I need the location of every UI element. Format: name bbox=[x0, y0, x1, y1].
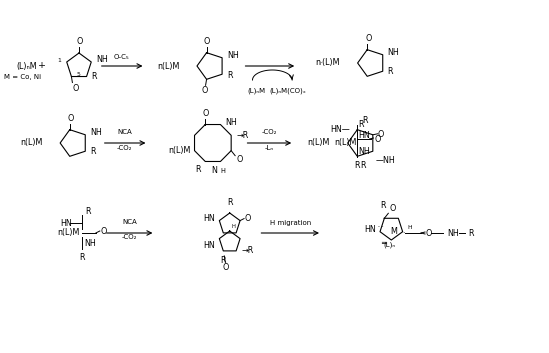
Text: (L)ₙM: (L)ₙM bbox=[248, 87, 266, 94]
Text: O: O bbox=[222, 263, 228, 272]
Text: HN: HN bbox=[204, 214, 215, 223]
Text: - -: - - bbox=[378, 225, 383, 229]
Text: n(L)M: n(L)M bbox=[157, 61, 179, 71]
Text: R: R bbox=[90, 147, 96, 156]
Text: HN—: HN— bbox=[330, 125, 350, 133]
Text: R: R bbox=[358, 120, 363, 129]
Text: O: O bbox=[374, 134, 381, 144]
Text: HN: HN bbox=[60, 219, 72, 227]
Text: n(L)M: n(L)M bbox=[20, 138, 42, 148]
Text: NH: NH bbox=[96, 55, 108, 65]
Text: -Lₙ: -Lₙ bbox=[265, 145, 274, 151]
Text: R: R bbox=[380, 201, 386, 210]
Text: R: R bbox=[360, 161, 366, 170]
Text: O: O bbox=[68, 114, 74, 123]
Text: R: R bbox=[469, 228, 474, 238]
Text: N: N bbox=[211, 167, 217, 175]
Text: O: O bbox=[244, 214, 250, 223]
Text: R: R bbox=[195, 166, 200, 174]
Text: -CO₂: -CO₂ bbox=[262, 129, 277, 135]
Text: R: R bbox=[220, 256, 225, 265]
Text: R: R bbox=[79, 253, 85, 262]
Text: R: R bbox=[85, 207, 91, 216]
Text: H: H bbox=[220, 168, 225, 174]
Text: +: + bbox=[38, 61, 46, 71]
Text: ═: ═ bbox=[382, 239, 386, 247]
Text: n(L)M: n(L)M bbox=[58, 228, 80, 238]
Text: nᵣ(L)M: nᵣ(L)M bbox=[315, 59, 340, 67]
Text: NH: NH bbox=[388, 48, 400, 57]
Text: NCA: NCA bbox=[117, 129, 132, 135]
Text: NH: NH bbox=[84, 239, 96, 247]
Text: O: O bbox=[378, 130, 384, 139]
Text: →R: →R bbox=[236, 131, 248, 140]
Text: NCA: NCA bbox=[122, 219, 137, 225]
Text: 1: 1 bbox=[57, 59, 61, 64]
Text: M: M bbox=[390, 227, 397, 237]
Text: O: O bbox=[425, 228, 432, 238]
Text: NH: NH bbox=[90, 128, 102, 137]
Text: R: R bbox=[227, 71, 233, 80]
Text: O: O bbox=[389, 204, 396, 213]
Text: O: O bbox=[202, 108, 209, 118]
Text: H: H bbox=[407, 225, 411, 230]
Text: NH: NH bbox=[358, 146, 371, 156]
Text: R: R bbox=[354, 161, 360, 170]
Text: (L)ₙM(CO)ₓ: (L)ₙM(CO)ₓ bbox=[270, 87, 307, 94]
Text: O: O bbox=[365, 34, 371, 43]
Text: H migration: H migration bbox=[270, 220, 311, 226]
Text: NH: NH bbox=[226, 118, 237, 127]
Text: n(L)M: n(L)M bbox=[168, 146, 191, 155]
Text: n(L)M: n(L)M bbox=[334, 138, 357, 148]
Text: →R: →R bbox=[241, 246, 253, 256]
Text: R: R bbox=[362, 116, 368, 125]
Text: NH: NH bbox=[447, 228, 458, 238]
Text: NH: NH bbox=[227, 51, 239, 60]
Text: O: O bbox=[201, 86, 208, 95]
Text: R: R bbox=[227, 198, 232, 207]
Text: O: O bbox=[72, 84, 79, 92]
Text: n(L)M: n(L)M bbox=[307, 138, 330, 148]
Text: H: H bbox=[232, 225, 236, 229]
Text: O-C₅: O-C₅ bbox=[114, 54, 130, 60]
Text: 5: 5 bbox=[76, 72, 80, 77]
Text: -CO₂: -CO₂ bbox=[122, 234, 137, 240]
Text: (L)ₙ: (L)ₙ bbox=[383, 242, 395, 249]
Text: R: R bbox=[388, 67, 393, 76]
Text: O: O bbox=[203, 37, 210, 46]
Text: O: O bbox=[77, 37, 83, 46]
Text: O: O bbox=[236, 155, 243, 164]
Text: HN: HN bbox=[358, 131, 371, 139]
Text: -CO₂: -CO₂ bbox=[117, 145, 132, 151]
Text: M = Co, Ni: M = Co, Ni bbox=[4, 74, 41, 80]
Text: O: O bbox=[101, 227, 107, 235]
Text: HN: HN bbox=[204, 241, 215, 250]
Text: HN: HN bbox=[365, 225, 376, 234]
Text: —NH: —NH bbox=[376, 156, 395, 165]
Text: R: R bbox=[92, 72, 97, 81]
Text: (L)ₙM: (L)ₙM bbox=[16, 61, 37, 71]
